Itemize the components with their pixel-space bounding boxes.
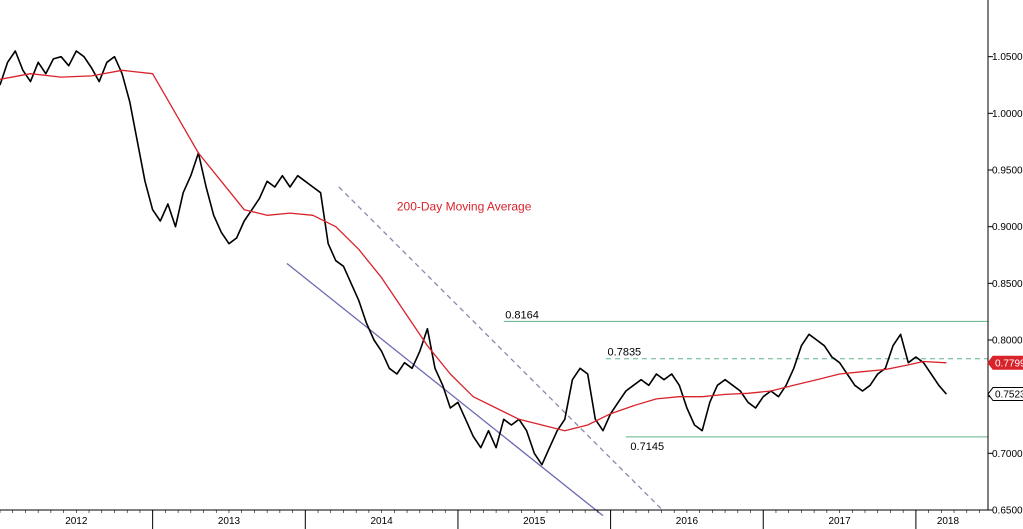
moving-average-label: 200-Day Moving Average bbox=[397, 199, 532, 213]
reference-lines bbox=[286, 186, 988, 517]
x-tick-label: 2017 bbox=[828, 516, 851, 527]
y-tick-label: 0.9000 bbox=[992, 222, 1023, 233]
x-tick-label: 2012 bbox=[65, 516, 88, 527]
last-price-badge bbox=[987, 387, 1023, 402]
y-tick-label: 0.9500 bbox=[992, 166, 1023, 177]
y-tick-label: 1.0500 bbox=[992, 52, 1023, 63]
y-tick-label: 0.7000 bbox=[992, 449, 1023, 460]
moving-average-badge-label: 0.7799 bbox=[995, 358, 1023, 369]
value-badges: 0.7799 0.7523 bbox=[987, 355, 1023, 402]
last-price-badge-label: 0.7523 bbox=[995, 390, 1023, 401]
price-line bbox=[0, 50, 948, 466]
series-layer bbox=[0, 50, 948, 466]
moving-average-line bbox=[0, 69, 947, 432]
y-tick-label: 1.0000 bbox=[992, 109, 1023, 120]
x-tick-label: 2013 bbox=[218, 516, 241, 527]
resistance-trendline bbox=[338, 186, 663, 511]
y-tick-label: 0.8500 bbox=[992, 279, 1023, 290]
level-label: 0.8164 bbox=[505, 309, 539, 321]
x-axis: 2012 2013 2014 2015 2016 2017 2018 bbox=[0, 509, 988, 529]
y-tick-label: 0.8000 bbox=[992, 336, 1023, 347]
moving-average-badge bbox=[987, 355, 1023, 370]
annotations: 0.8164 0.7835 0.7145 200-Day Moving Average bbox=[397, 199, 664, 453]
level-label: 0.7835 bbox=[608, 347, 642, 359]
y-tick-label: 0.6500 bbox=[992, 506, 1023, 517]
level-label: 0.7145 bbox=[630, 441, 664, 453]
x-tick-label: 2015 bbox=[523, 516, 546, 527]
x-tick-label: 2014 bbox=[370, 516, 393, 527]
x-tick-label: 2016 bbox=[676, 516, 699, 527]
x-tick-label: 2018 bbox=[937, 516, 960, 527]
